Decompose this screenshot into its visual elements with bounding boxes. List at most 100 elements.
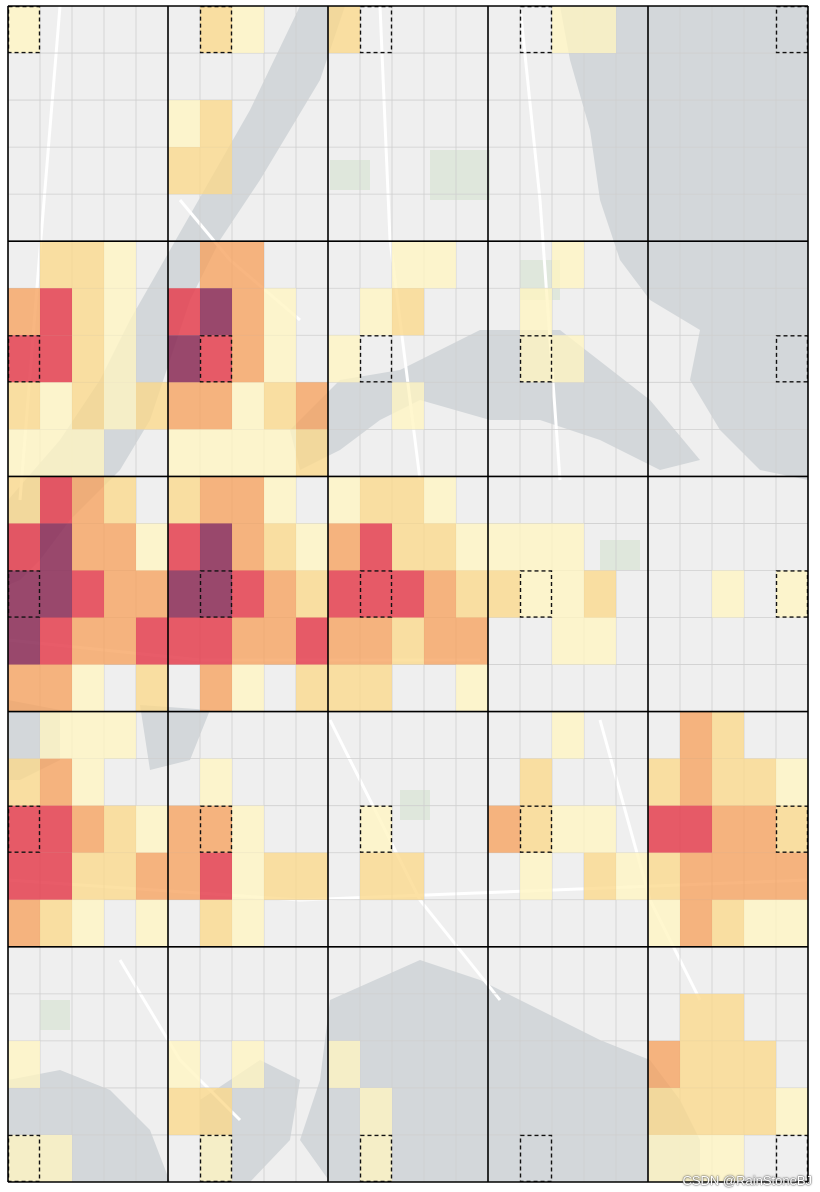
heat-cell	[328, 523, 360, 571]
heat-cell	[8, 805, 40, 853]
heat-cell	[200, 570, 232, 618]
heat-cell	[72, 335, 104, 383]
heat-cell	[40, 805, 72, 853]
heat-cell	[72, 523, 104, 571]
heat-cell	[424, 617, 456, 665]
heat-cell	[328, 1040, 360, 1088]
heat-cell	[520, 570, 552, 618]
heat-cell	[712, 899, 744, 947]
heat-cell	[328, 617, 360, 665]
heat-cell	[232, 335, 264, 383]
target-cell-marker	[359, 570, 393, 618]
heat-cell	[296, 664, 328, 712]
heat-cell	[232, 382, 264, 430]
heat-cell	[552, 617, 584, 665]
heat-cell	[232, 523, 264, 571]
heat-cell	[264, 523, 296, 571]
heat-cell	[488, 523, 520, 571]
heat-cell	[40, 711, 72, 759]
heat-cell	[712, 758, 744, 806]
heat-cell	[104, 852, 136, 900]
heat-cell	[584, 6, 616, 54]
heat-cell	[520, 758, 552, 806]
heat-cell	[168, 1040, 200, 1088]
heat-cell	[296, 429, 328, 477]
heat-cell	[584, 570, 616, 618]
heat-cell	[744, 805, 776, 853]
heat-cell	[200, 899, 232, 947]
heat-cell	[72, 429, 104, 477]
heat-cell	[136, 523, 168, 571]
heat-cell	[40, 241, 72, 289]
heat-cell	[360, 617, 392, 665]
heat-cell	[360, 664, 392, 712]
heat-cell	[136, 852, 168, 900]
heat-cell	[200, 476, 232, 524]
heat-cell	[40, 523, 72, 571]
heat-cell	[360, 523, 392, 571]
heat-cell	[712, 1040, 744, 1088]
heat-cell	[488, 570, 520, 618]
heat-cell	[200, 852, 232, 900]
heat-cell	[200, 758, 232, 806]
heat-cell	[104, 570, 136, 618]
heat-cell	[8, 664, 40, 712]
heat-cell	[40, 852, 72, 900]
heat-cell	[40, 570, 72, 618]
heat-cell	[712, 1134, 744, 1182]
heat-cell	[680, 1087, 712, 1135]
heat-cell	[200, 805, 232, 853]
target-cell-marker	[775, 335, 809, 383]
heat-cell	[648, 852, 680, 900]
heat-cell	[456, 664, 488, 712]
heat-cell	[168, 288, 200, 336]
heat-cell	[8, 382, 40, 430]
heat-cell	[392, 382, 424, 430]
heat-cell	[136, 617, 168, 665]
heat-cell	[104, 476, 136, 524]
heat-cell	[616, 852, 648, 900]
heat-cell	[8, 1040, 40, 1088]
heat-cell	[680, 1040, 712, 1088]
heat-cell	[168, 617, 200, 665]
heat-cell	[8, 476, 40, 524]
heat-cell	[72, 382, 104, 430]
heat-cell	[264, 852, 296, 900]
heat-cell	[360, 288, 392, 336]
heat-cell	[680, 1134, 712, 1182]
heat-cell	[712, 1087, 744, 1135]
target-cell-marker	[7, 335, 41, 383]
heat-cell	[72, 711, 104, 759]
heat-cell	[712, 993, 744, 1041]
heat-cell	[552, 335, 584, 383]
heat-cell	[40, 335, 72, 383]
heat-cell	[200, 1134, 232, 1182]
heat-cell	[232, 852, 264, 900]
heat-cell	[168, 476, 200, 524]
heat-cell	[424, 241, 456, 289]
heat-cell	[104, 241, 136, 289]
heat-cell	[168, 523, 200, 571]
heat-cell	[104, 805, 136, 853]
heat-cell	[744, 899, 776, 947]
heat-cell	[552, 570, 584, 618]
heat-cell	[136, 570, 168, 618]
heat-cell	[232, 241, 264, 289]
heat-cell	[200, 429, 232, 477]
heat-cell	[712, 570, 744, 618]
target-cell-marker	[775, 570, 809, 618]
heat-cell	[392, 241, 424, 289]
heat-cell	[680, 852, 712, 900]
heat-cell	[680, 711, 712, 759]
parks	[40, 150, 640, 1030]
heat-cell	[40, 1134, 72, 1182]
heat-cell	[40, 758, 72, 806]
heat-cell	[296, 382, 328, 430]
heat-cell	[8, 617, 40, 665]
heat-cell	[200, 100, 232, 148]
heat-cell	[552, 805, 584, 853]
heat-cell	[264, 429, 296, 477]
heat-cell	[200, 617, 232, 665]
heat-cell	[168, 570, 200, 618]
heat-cell	[360, 1087, 392, 1135]
